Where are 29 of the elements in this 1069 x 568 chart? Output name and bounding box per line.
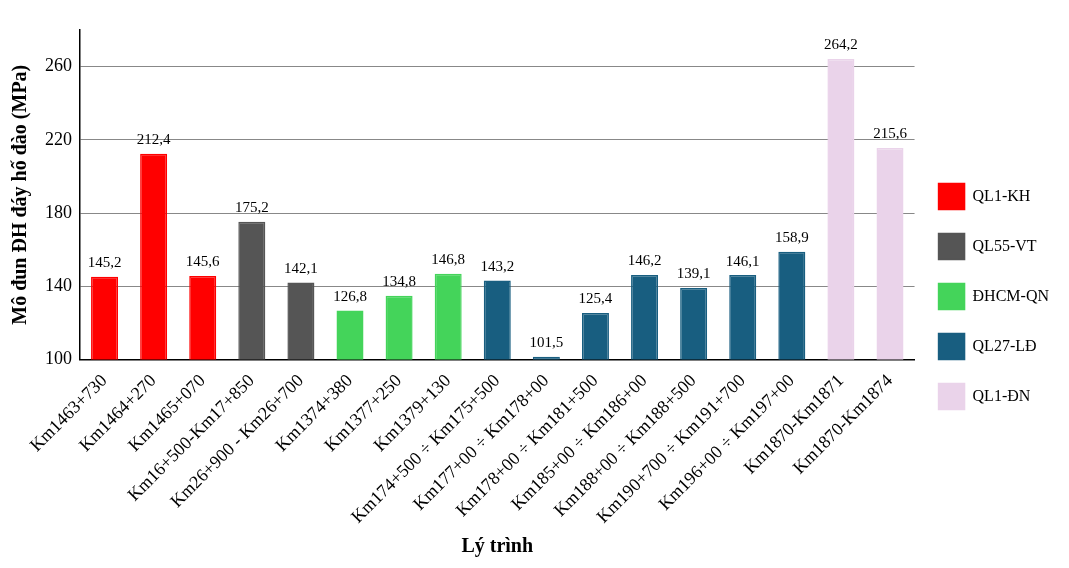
data-label: 264,2: [824, 36, 858, 53]
data-label: 158,9: [774, 229, 809, 246]
data-label: 212,4: [136, 131, 172, 148]
data-label: 101,5: [529, 334, 564, 351]
y-tick-label: 140: [45, 274, 72, 295]
x-axis-title: Lý trình: [461, 534, 534, 558]
data-label: 134,8: [382, 273, 416, 290]
data-label: 145,6: [185, 253, 221, 270]
legend-label: QL1-KH: [972, 186, 1031, 204]
y-tick-label: 100: [45, 348, 72, 369]
legend-label: QL55-VT: [972, 236, 1037, 254]
data-label: 145,2: [87, 254, 122, 271]
legend-label: ĐHCM-QN: [972, 286, 1050, 304]
data-label: 143,2: [480, 257, 515, 274]
data-label: 146,2: [627, 252, 662, 269]
y-tick-label: 180: [45, 201, 72, 222]
data-label: 215,6: [873, 125, 908, 142]
legend-label: QL27-LĐ: [972, 336, 1037, 354]
data-label: 142,1: [284, 259, 318, 276]
data-label: 125,4: [578, 290, 613, 307]
y-tick-label: 220: [45, 128, 72, 149]
data-label: 139,1: [676, 265, 711, 282]
y-tick-label: 260: [45, 55, 72, 76]
data-label: 146,8: [431, 251, 466, 268]
data-label: 146,1: [725, 252, 760, 269]
data-label: 175,2: [234, 199, 269, 216]
y-axis-title: Mô đun ĐH đáy hố đào (MPa): [8, 64, 32, 325]
legend-label: QL1-ĐN: [972, 386, 1031, 404]
data-label: 126,8: [333, 287, 367, 304]
